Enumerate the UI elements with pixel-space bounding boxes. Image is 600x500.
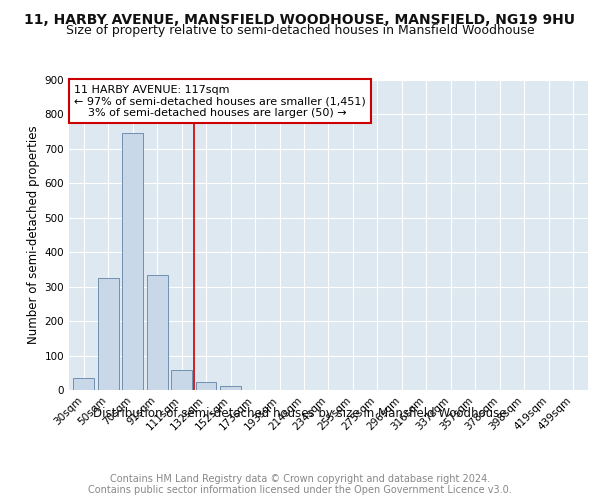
Bar — [220, 386, 241, 390]
Bar — [196, 382, 217, 390]
Bar — [98, 278, 119, 390]
Bar — [171, 370, 192, 390]
Bar — [122, 134, 143, 390]
Y-axis label: Number of semi-detached properties: Number of semi-detached properties — [28, 126, 40, 344]
Text: 11, HARBY AVENUE, MANSFIELD WOODHOUSE, MANSFIELD, NG19 9HU: 11, HARBY AVENUE, MANSFIELD WOODHOUSE, M… — [25, 12, 575, 26]
Bar — [147, 274, 167, 390]
Text: Contains public sector information licensed under the Open Government Licence v3: Contains public sector information licen… — [88, 485, 512, 495]
Text: Size of property relative to semi-detached houses in Mansfield Woodhouse: Size of property relative to semi-detach… — [65, 24, 535, 37]
Text: Contains HM Land Registry data © Crown copyright and database right 2024.: Contains HM Land Registry data © Crown c… — [110, 474, 490, 484]
Text: Distribution of semi-detached houses by size in Mansfield Woodhouse: Distribution of semi-detached houses by … — [93, 408, 507, 420]
Text: 11 HARBY AVENUE: 117sqm
← 97% of semi-detached houses are smaller (1,451)
    3%: 11 HARBY AVENUE: 117sqm ← 97% of semi-de… — [74, 84, 366, 118]
Bar — [73, 378, 94, 390]
